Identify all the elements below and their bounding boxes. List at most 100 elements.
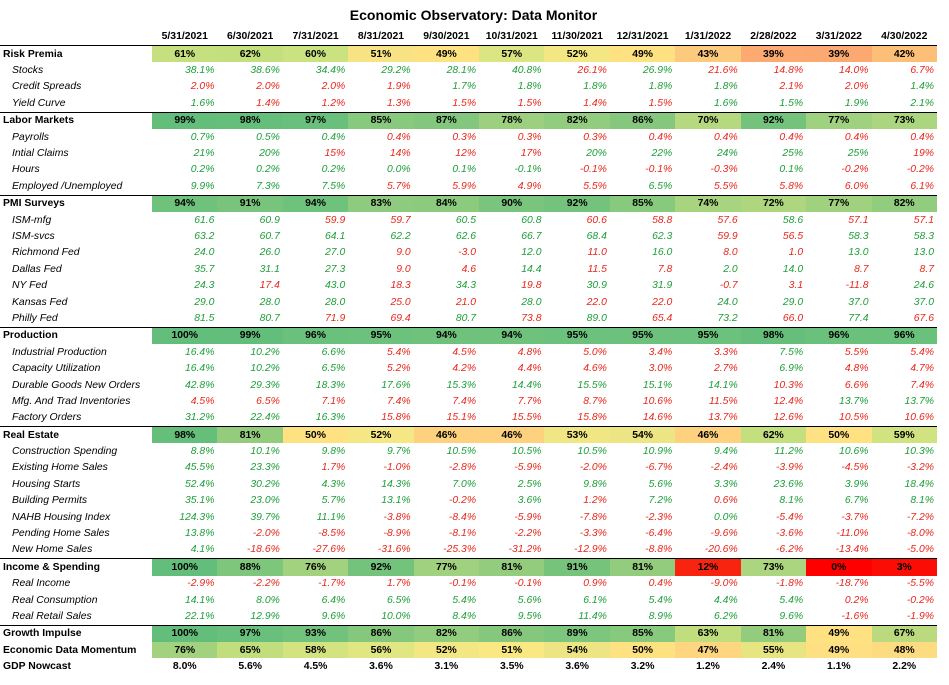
indicator-value: 10.3% (904, 446, 934, 458)
indicator-value: 26.0 (259, 247, 280, 259)
indicator-value: 24.3 (194, 280, 215, 292)
indicator-value: 24% (716, 148, 738, 160)
indicator-value: 18.3% (315, 379, 346, 391)
indicator-value: 0.4% (648, 131, 673, 143)
indicator-value: 7.5% (321, 180, 346, 192)
summary-row: Growth Impulse 100% 97% 93% 86% 82% 86% 89% 85% 6… (0, 624, 937, 643)
indicator-value: 60.8 (521, 214, 542, 226)
section-score-cell: 62% (217, 45, 283, 63)
summary-value: 93% (282, 624, 349, 643)
indicator-row: Capacity Utilization 16.4% 10.2% 6.5% 5.2% 4.… (0, 360, 937, 376)
indicator-value: -0.3% (710, 164, 738, 176)
summary-value: 52% (413, 642, 480, 659)
indicator-value: 8.9% (648, 610, 673, 622)
section-score-cell: 77% (806, 194, 872, 212)
indicator-value: 40.8% (512, 65, 542, 77)
summary-value: 100% (152, 624, 218, 643)
indicator-value: 1.8% (648, 81, 673, 93)
indicator-value: 12.0 (521, 247, 542, 259)
date-header: 12/31/2021 (609, 27, 676, 46)
date-header: 9/30/2021 (413, 27, 480, 46)
indicator-value: 1.9% (844, 97, 869, 109)
indicator-value: 2.1% (910, 97, 934, 109)
indicator-value: 1.5% (648, 97, 673, 109)
summary-value: 76% (152, 642, 218, 659)
section-score-cell: 82% (871, 194, 937, 212)
indicator-value: 9.7% (386, 446, 411, 458)
indicator-value: 0.4% (910, 131, 934, 143)
indicator-value: 10.5% (577, 446, 607, 458)
indicator-value: 3.3% (714, 478, 738, 490)
indicator-label: Philly Fed (12, 312, 58, 324)
summary-label: Growth Impulse (0, 624, 153, 643)
indicator-value: 34.3 (455, 280, 477, 292)
indicator-label: Durable Goods New Orders (12, 379, 141, 391)
indicator-value: 2.5% (517, 478, 542, 490)
summary-value: 81% (740, 624, 807, 643)
indicator-value: 1.7% (386, 578, 411, 590)
summary-value: 85% (609, 624, 676, 643)
indicator-value: -3.0 (458, 247, 477, 259)
indicator-value: 15.5% (512, 412, 542, 424)
section-score-cell: 97% (282, 111, 349, 129)
indicator-value: 11.1% (316, 511, 346, 523)
indicator-value: 6.7% (910, 65, 934, 77)
indicator-value: 73.8 (521, 312, 542, 324)
section-score-cell: 95% (348, 326, 414, 345)
indicator-value: 5.5% (583, 180, 607, 192)
indicator-label: Factory Orders (12, 412, 82, 424)
indicator-value: 0.2% (844, 594, 869, 606)
section-score-cell: 94% (282, 194, 349, 212)
section-row: Income & Spending 100% 88% 76% 92% 77% 81% 91% 8… (0, 558, 937, 576)
indicator-value: 43.0 (325, 280, 346, 292)
indicator-value: 37.0 (848, 296, 869, 308)
section-score-cell: 98% (217, 111, 283, 129)
indicator-value: 62.2 (390, 230, 411, 242)
indicator-value: -0.2% (448, 495, 477, 507)
indicator-value: -5.5% (906, 578, 934, 590)
indicator-value: 15.3% (446, 379, 477, 391)
indicator-value: 13.1% (381, 495, 411, 507)
date-header: 8/31/2021 (348, 27, 414, 46)
indicator-value: -4.5% (841, 462, 869, 474)
indicator-value: -2.0% (579, 462, 607, 474)
section-score-cell: 100% (152, 558, 218, 576)
section-score-cell: 3% (871, 558, 937, 576)
indicator-value: -11.0% (836, 528, 869, 540)
indicator-value: 8.1% (910, 495, 934, 507)
indicator-label: Payrolls (12, 131, 49, 143)
indicator-value: 1.6% (190, 97, 215, 109)
indicator-value: -0.1% (579, 164, 607, 176)
indicator-value: 6.2% (714, 610, 738, 622)
indicator-value: 1.8% (517, 81, 542, 93)
indicator-value: 1.5% (517, 97, 542, 109)
section-score-cell: 91% (217, 194, 283, 212)
indicator-row: Philly Fed 81.5 80.7 71.9 69.4 80.7 73.8 89.0 65… (0, 310, 937, 327)
indicator-value: 24.0 (194, 247, 215, 259)
indicator-value: 13.8% (184, 528, 215, 540)
summary-value: 58% (282, 642, 349, 659)
indicator-value: 7.1% (321, 395, 346, 407)
section-score-cell: 50% (282, 425, 349, 444)
section-score-cell: 90% (479, 194, 545, 212)
indicator-label: Yield Curve (12, 97, 66, 109)
indicator-value: 6.5% (321, 363, 346, 375)
section-score-cell: 0% (806, 558, 872, 576)
nowcast-value: 3.2% (630, 661, 655, 673)
summary-value: 48% (871, 642, 937, 659)
indicator-value: 5.0% (583, 346, 607, 358)
indicator-value: 4.4% (517, 363, 542, 375)
indicator-value: 9.6% (779, 610, 804, 622)
indicator-value: 4.8% (844, 363, 869, 375)
indicator-value: 22.0 (652, 296, 673, 308)
indicator-value: 14.8% (773, 65, 804, 77)
indicator-value: -1.8% (775, 578, 804, 590)
indicator-row: New Home Sales 4.1% -18.6% -27.6% -31.6% -25.… (0, 542, 937, 559)
indicator-value: 23.6% (773, 478, 804, 490)
indicator-value: -8.5% (318, 528, 346, 540)
section-label: Labor Markets (0, 111, 153, 129)
indicator-value: -3.3% (579, 528, 607, 540)
indicator-value: 5.7% (386, 180, 411, 192)
indicator-value: 26.1% (577, 65, 607, 77)
